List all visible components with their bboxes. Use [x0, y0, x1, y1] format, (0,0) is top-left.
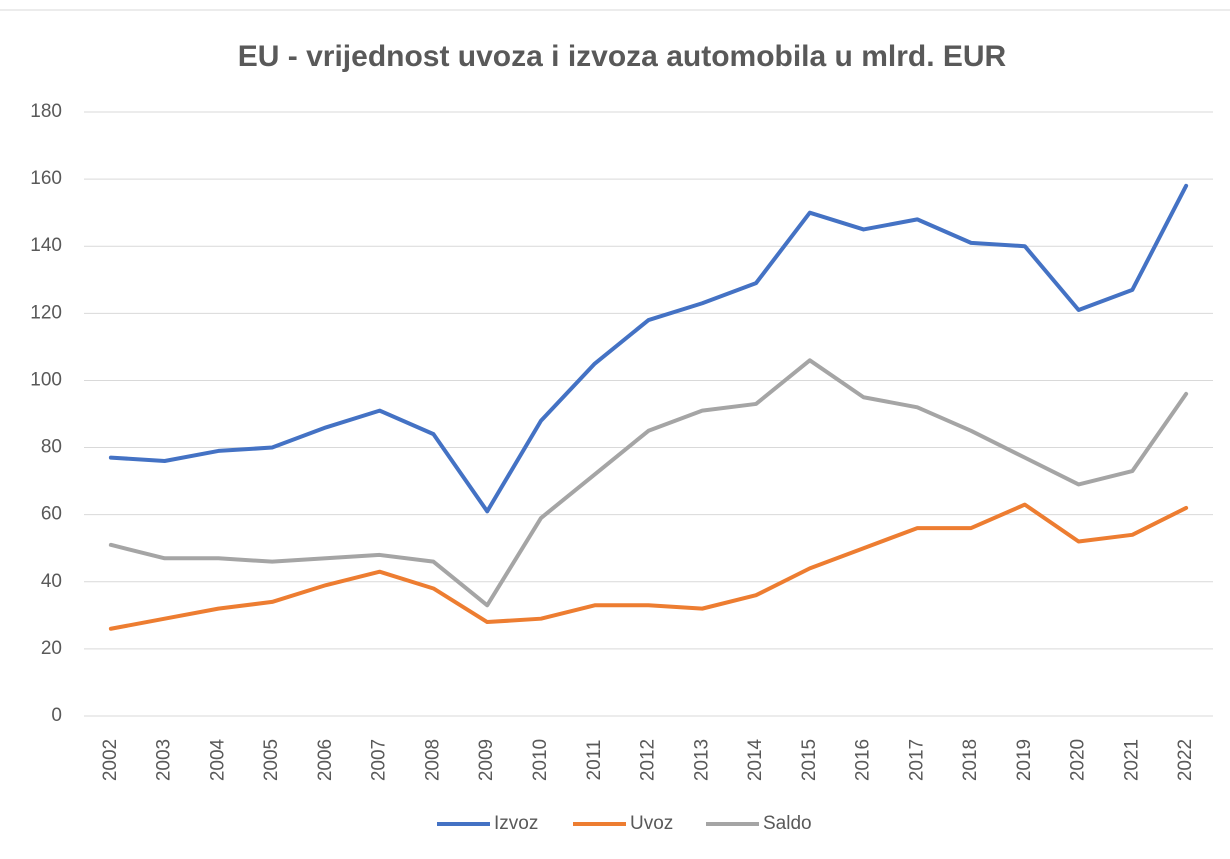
series-line: [108, 183, 1189, 514]
x-tick-label: 2005: [261, 739, 282, 781]
x-tick-label: 2012: [638, 739, 659, 781]
x-tick-label: 2017: [906, 739, 927, 781]
y-tick-label: 120: [30, 302, 62, 323]
y-tick-label: 0: [51, 705, 62, 726]
y-tick-label: 40: [41, 571, 62, 592]
series-line: [108, 358, 1189, 608]
y-tick-label: 100: [30, 369, 62, 390]
y-tick-label: 140: [30, 235, 62, 256]
y-tick-label: 20: [41, 638, 62, 659]
x-tick-label: 2006: [315, 739, 336, 781]
y-tick-label: 160: [30, 168, 62, 189]
series-line: [108, 502, 1189, 631]
x-tick-label: 2019: [1014, 739, 1035, 781]
y-tick-label: 60: [41, 504, 62, 525]
x-tick-label: 2021: [1121, 739, 1142, 781]
x-tick-label: 2015: [799, 739, 820, 781]
legend-label: Izvoz: [494, 813, 538, 834]
x-tick-label: 2011: [584, 740, 605, 781]
legend-label: Uvoz: [630, 813, 673, 834]
x-tick-label: 2007: [369, 739, 390, 781]
x-tick-label: 2003: [154, 739, 175, 781]
legend-label: Saldo: [763, 813, 812, 834]
x-tick-label: 2008: [422, 739, 443, 781]
x-tick-label: 2010: [530, 739, 551, 781]
chart-title: EU - vrijednost uvoza i izvoza automobil…: [238, 40, 1007, 73]
x-tick-label: 2016: [853, 739, 874, 781]
x-tick-label: 2020: [1068, 739, 1089, 781]
x-tick-label: 2013: [691, 739, 712, 781]
x-tick-label: 2014: [745, 738, 766, 781]
x-tick-label: 2018: [960, 739, 981, 781]
x-tick-label: 2004: [207, 738, 228, 781]
y-tick-label: 80: [41, 437, 62, 458]
x-tick-label: 2022: [1175, 739, 1196, 781]
x-tick-label: 2009: [476, 739, 497, 781]
y-tick-label: 180: [30, 101, 62, 122]
x-tick-label: 2002: [100, 739, 121, 781]
